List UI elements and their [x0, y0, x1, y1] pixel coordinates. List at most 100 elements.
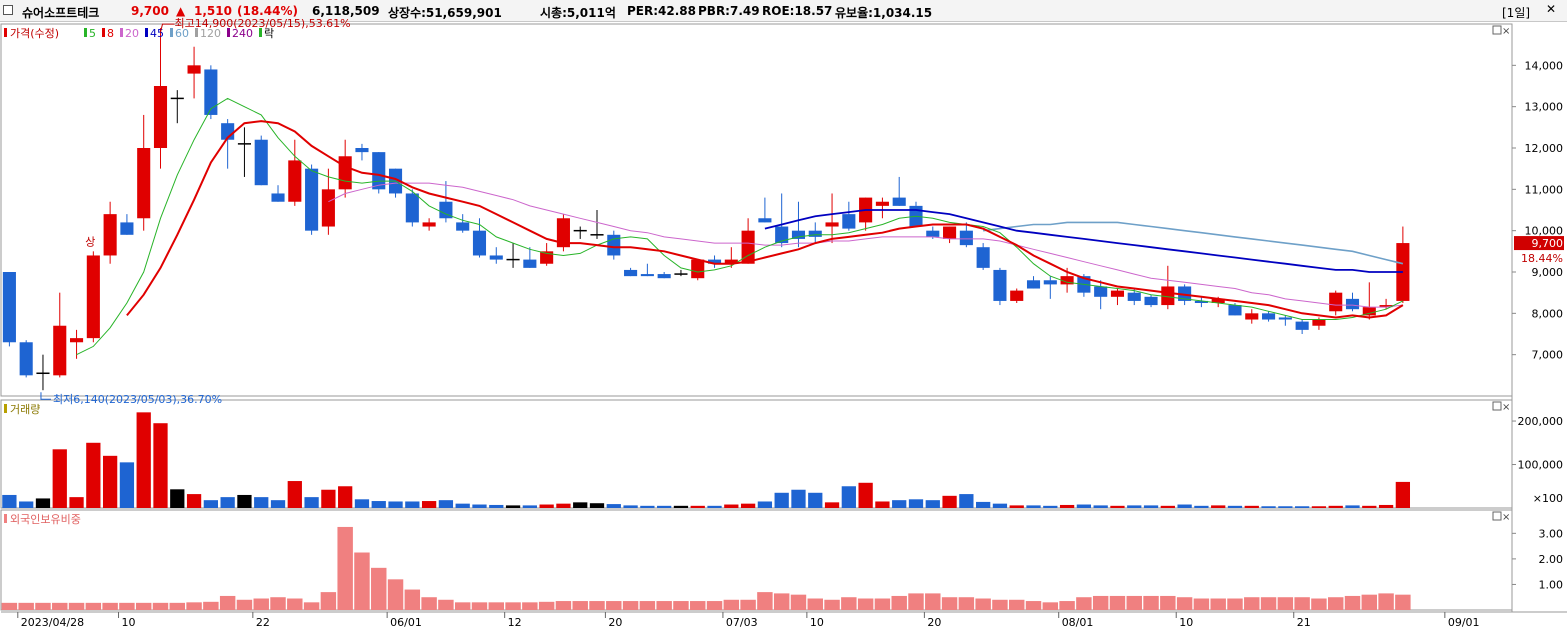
- foreign-tick-label: 2.00: [1539, 553, 1564, 566]
- volume-bar: [1059, 504, 1075, 508]
- volume-bar: [1194, 505, 1209, 508]
- candle: [758, 197, 772, 223]
- foreign-bar: [958, 597, 975, 610]
- volume-bar: [1076, 504, 1092, 508]
- candle: [204, 65, 218, 120]
- close-icon[interactable]: ✕: [1546, 2, 1557, 16]
- ma45-line: [764, 209, 1403, 273]
- legend-ma-swatch: [84, 28, 87, 37]
- candle: [657, 272, 671, 279]
- candle: [1245, 309, 1259, 324]
- candle-body: [1094, 286, 1108, 297]
- foreign-bar: [1193, 598, 1210, 610]
- price-tick-label: 11,000: [1525, 183, 1564, 196]
- legend-ma-label: 45: [150, 27, 164, 40]
- period-button[interactable]: [1일]: [1502, 6, 1531, 20]
- candle-body: [1010, 290, 1024, 301]
- legend-ma-swatch: [145, 28, 148, 37]
- candle: [1161, 265, 1175, 310]
- volume-bar: [824, 502, 840, 508]
- candle-body: [1026, 280, 1041, 289]
- legend-ma-label: 8: [107, 27, 114, 40]
- foreign-bar: [1143, 595, 1159, 610]
- price-tick-label: 10,000: [1525, 225, 1564, 238]
- candle-body: [640, 274, 654, 277]
- foreign-bar: [320, 592, 337, 610]
- volume-bar: [52, 449, 67, 508]
- volume-tick-label: 200,000: [1518, 415, 1564, 428]
- foreign-bar: [1160, 595, 1176, 610]
- candle: [573, 226, 587, 239]
- candle: [1144, 294, 1158, 308]
- candle: [607, 230, 621, 260]
- candle: [372, 152, 386, 194]
- foreign-bar: [387, 579, 404, 610]
- foreign-bar: [438, 599, 454, 610]
- foreign-bar: [1294, 597, 1310, 610]
- volume-bar: [220, 497, 235, 508]
- panel-restore-icon: [1492, 401, 1502, 411]
- panel-frame: [0, 509, 1513, 611]
- price-change-pct: (18.44%): [237, 4, 298, 18]
- volume-bar: [992, 503, 1008, 508]
- candle-body: [1295, 321, 1309, 330]
- foreign-bar: [773, 593, 790, 610]
- candle: [875, 197, 889, 219]
- volume-bar: [472, 504, 487, 508]
- foreign-bar: [807, 598, 823, 610]
- candle-body: [892, 197, 906, 206]
- volume-bar: [1395, 481, 1411, 508]
- volume-bar: [774, 492, 789, 508]
- foreign-bar: [1395, 594, 1411, 610]
- candle-body: [1245, 313, 1259, 320]
- volume-bar: [539, 504, 554, 508]
- candle: [909, 201, 923, 227]
- foreign-bar: [1, 602, 18, 610]
- volume-bar: [606, 504, 621, 508]
- volume-bar: [942, 495, 957, 508]
- foreign-bar: [941, 597, 958, 610]
- listed-shares: 상장수:51,659,901: [388, 6, 502, 20]
- candle: [506, 243, 520, 268]
- legend-ma-swatch: [170, 28, 173, 37]
- foreign-bar: [975, 598, 991, 610]
- candle-body: [1379, 305, 1393, 308]
- foreign-bar: [673, 601, 689, 610]
- candle: [624, 267, 638, 277]
- volume-bar: [1278, 506, 1293, 508]
- volume-bar: [875, 501, 890, 508]
- candle: [859, 197, 873, 231]
- foreign-bar: [1361, 594, 1378, 610]
- candle-body: [422, 222, 436, 227]
- legend-ma-label: 5: [89, 27, 96, 40]
- legend-ma-swatch: [102, 28, 105, 37]
- candle-body: [187, 65, 201, 74]
- volume-bar: [573, 502, 588, 508]
- volume-bar: [119, 462, 135, 508]
- high-annotation: 최고14,900(2023/05/15),53.61%: [174, 17, 350, 30]
- legend-ma-swatch: [227, 28, 230, 37]
- legend-price-label: 가격(수정): [10, 27, 59, 40]
- candle: [86, 251, 100, 343]
- panel-restore-icon: [1492, 25, 1502, 35]
- foreign-bar: [790, 594, 807, 610]
- candle-body: [338, 156, 352, 190]
- candle: [791, 201, 806, 248]
- candle: [103, 201, 117, 264]
- candle: [1345, 292, 1360, 312]
- volume-bar: [170, 489, 185, 508]
- foreign-bar: [354, 552, 370, 610]
- foreign-bar: [1378, 593, 1394, 610]
- candle: [1010, 288, 1024, 303]
- header-checkbox[interactable]: [3, 5, 13, 15]
- foreign-bar: [1109, 595, 1126, 610]
- panel-frame: [0, 23, 1513, 397]
- volume-bar: [1160, 505, 1175, 508]
- foreign-bar: [471, 602, 488, 610]
- foreign-bar: [1009, 599, 1025, 610]
- candle-body: [724, 259, 738, 264]
- legend-fall-swatch: [259, 28, 262, 37]
- pbr-value: PBR:7.49: [698, 4, 760, 18]
- date-tick-label: 06/01: [390, 616, 422, 629]
- candle: [422, 218, 436, 231]
